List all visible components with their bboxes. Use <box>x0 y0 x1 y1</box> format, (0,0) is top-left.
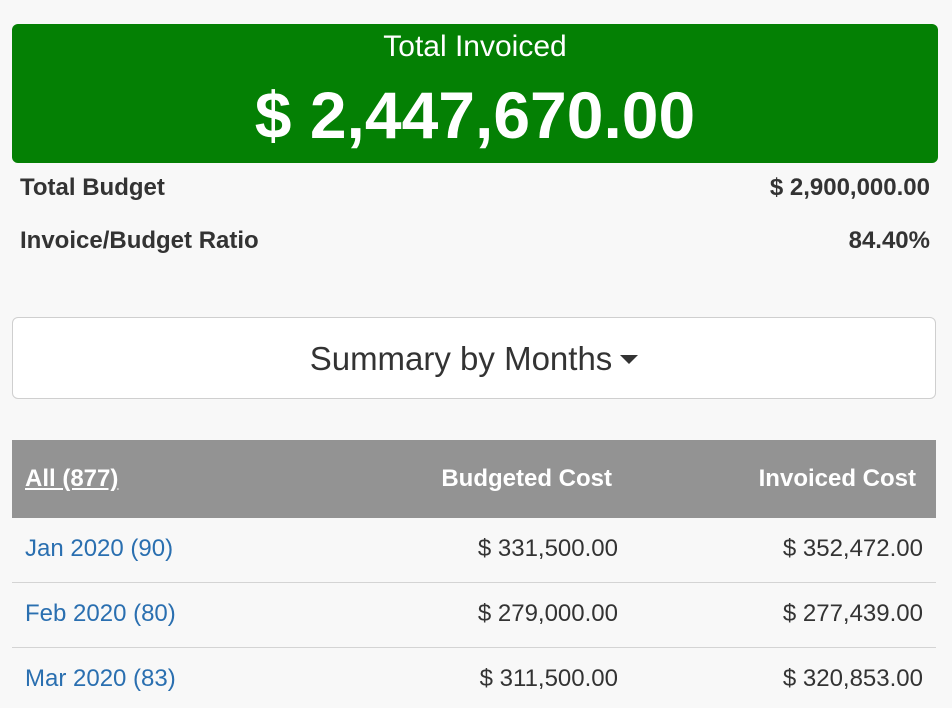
summary-dropdown-label: Summary by Months <box>309 340 613 377</box>
total-budget-row: Total Budget $ 2,900,000.00 <box>20 173 930 203</box>
invoiced-cost-header: Invoiced Cost <box>758 465 916 492</box>
budgeted-cost-cell: $ 279,000.00 <box>477 600 618 627</box>
invoiced-cost-cell: $ 352,472.00 <box>782 535 923 562</box>
summary-dropdown-label-wrap: Summary by Months <box>310 340 639 378</box>
table-row: Mar 2020 (83) $ 311,500.00 $ 320,853.00 <box>12 648 936 708</box>
month-link[interactable]: Feb 2020 (80) <box>25 600 176 627</box>
caret-down-icon <box>620 354 639 364</box>
table-header: All (877) Budgeted Cost Invoiced Cost <box>12 440 936 518</box>
budgeted-cost-cell: $ 331,500.00 <box>477 535 618 562</box>
invoiced-cost-cell: $ 320,853.00 <box>782 665 923 692</box>
total-budget-value: $ 2,900,000.00 <box>769 174 930 201</box>
month-link[interactable]: Mar 2020 (83) <box>25 665 176 692</box>
table-row: Jan 2020 (90) $ 331,500.00 $ 352,472.00 <box>12 518 936 583</box>
total-invoiced-value: $ 2,447,670.00 <box>254 78 696 152</box>
budgeted-cost-header: Budgeted Cost <box>441 465 612 492</box>
summary-by-months-dropdown[interactable]: Summary by Months <box>12 317 936 399</box>
invoice-budget-ratio-value: 84.40% <box>848 227 930 254</box>
total-invoiced-banner: Total Invoiced $ 2,447,670.00 <box>12 24 938 163</box>
invoice-budget-ratio-label: Invoice/Budget Ratio <box>20 227 259 254</box>
table-row: Feb 2020 (80) $ 279,000.00 $ 277,439.00 <box>12 583 936 648</box>
invoice-budget-ratio-row: Invoice/Budget Ratio 84.40% <box>20 226 930 256</box>
invoiced-cost-cell: $ 277,439.00 <box>782 600 923 627</box>
total-invoiced-label: Total Invoiced <box>383 30 567 63</box>
budgeted-cost-cell: $ 311,500.00 <box>479 665 618 692</box>
total-budget-label: Total Budget <box>20 174 165 201</box>
all-months-link[interactable]: All (877) <box>25 465 119 492</box>
months-summary-table: All (877) Budgeted Cost Invoiced Cost Ja… <box>12 440 936 708</box>
month-link[interactable]: Jan 2020 (90) <box>25 535 174 562</box>
